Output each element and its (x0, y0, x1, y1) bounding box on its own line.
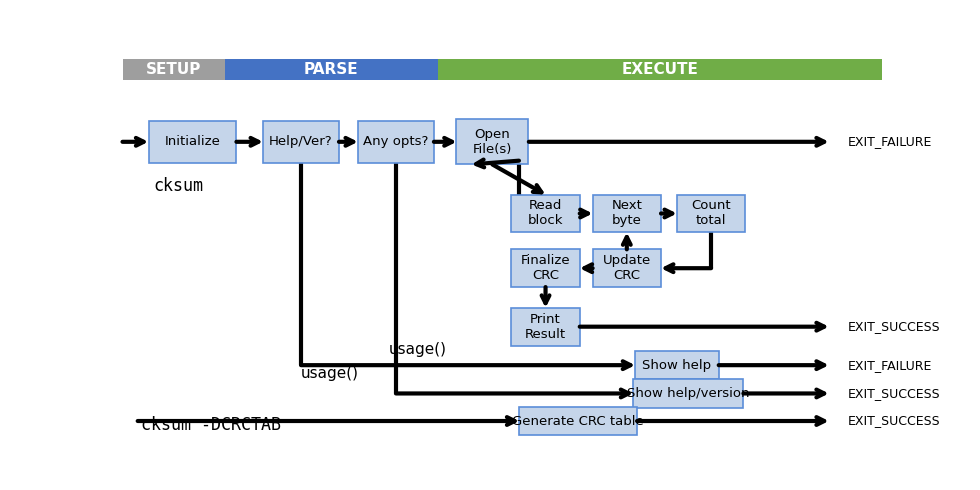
FancyBboxPatch shape (358, 121, 434, 163)
Text: Read
block: Read block (528, 199, 564, 227)
Text: EXIT_SUCCESS: EXIT_SUCCESS (848, 387, 941, 400)
FancyBboxPatch shape (635, 351, 718, 379)
FancyBboxPatch shape (593, 249, 661, 287)
Text: Initialize: Initialize (165, 135, 220, 148)
FancyBboxPatch shape (457, 119, 528, 165)
Bar (122, 59, 225, 79)
FancyBboxPatch shape (512, 195, 580, 232)
Text: Any opts?: Any opts? (364, 135, 428, 148)
Text: EXIT_SUCCESS: EXIT_SUCCESS (848, 415, 941, 427)
FancyBboxPatch shape (512, 308, 580, 345)
Text: EXIT_FAILURE: EXIT_FAILURE (848, 135, 932, 148)
Text: usage(): usage() (388, 342, 446, 357)
Text: usage(): usage() (301, 367, 359, 381)
FancyBboxPatch shape (593, 195, 661, 232)
Text: Update
CRC: Update CRC (603, 254, 651, 282)
Text: SETUP: SETUP (146, 62, 202, 76)
Text: cksum -DCRCTAB: cksum -DCRCTAB (141, 416, 281, 434)
Text: Finalize
CRC: Finalize CRC (520, 254, 570, 282)
FancyBboxPatch shape (677, 195, 745, 232)
Bar (225, 59, 438, 79)
Text: EXIT_SUCCESS: EXIT_SUCCESS (848, 320, 941, 333)
Text: Next
byte: Next byte (612, 199, 642, 227)
Text: Print
Result: Print Result (525, 313, 566, 341)
Text: Open
File(s): Open File(s) (472, 128, 513, 156)
FancyBboxPatch shape (263, 121, 339, 163)
Text: EXECUTE: EXECUTE (621, 62, 699, 76)
Text: cksum: cksum (153, 176, 203, 195)
Text: Show help/version: Show help/version (627, 387, 750, 400)
FancyBboxPatch shape (512, 249, 580, 287)
Text: PARSE: PARSE (304, 62, 359, 76)
Text: Show help: Show help (642, 359, 711, 372)
Text: Generate CRC table: Generate CRC table (513, 415, 644, 427)
Text: Help/Ver?: Help/Ver? (270, 135, 333, 148)
FancyBboxPatch shape (519, 407, 637, 435)
FancyBboxPatch shape (633, 379, 744, 408)
Text: Count
total: Count total (691, 199, 731, 227)
Bar (438, 59, 882, 79)
Text: EXIT_FAILURE: EXIT_FAILURE (848, 359, 932, 372)
FancyBboxPatch shape (149, 121, 236, 163)
